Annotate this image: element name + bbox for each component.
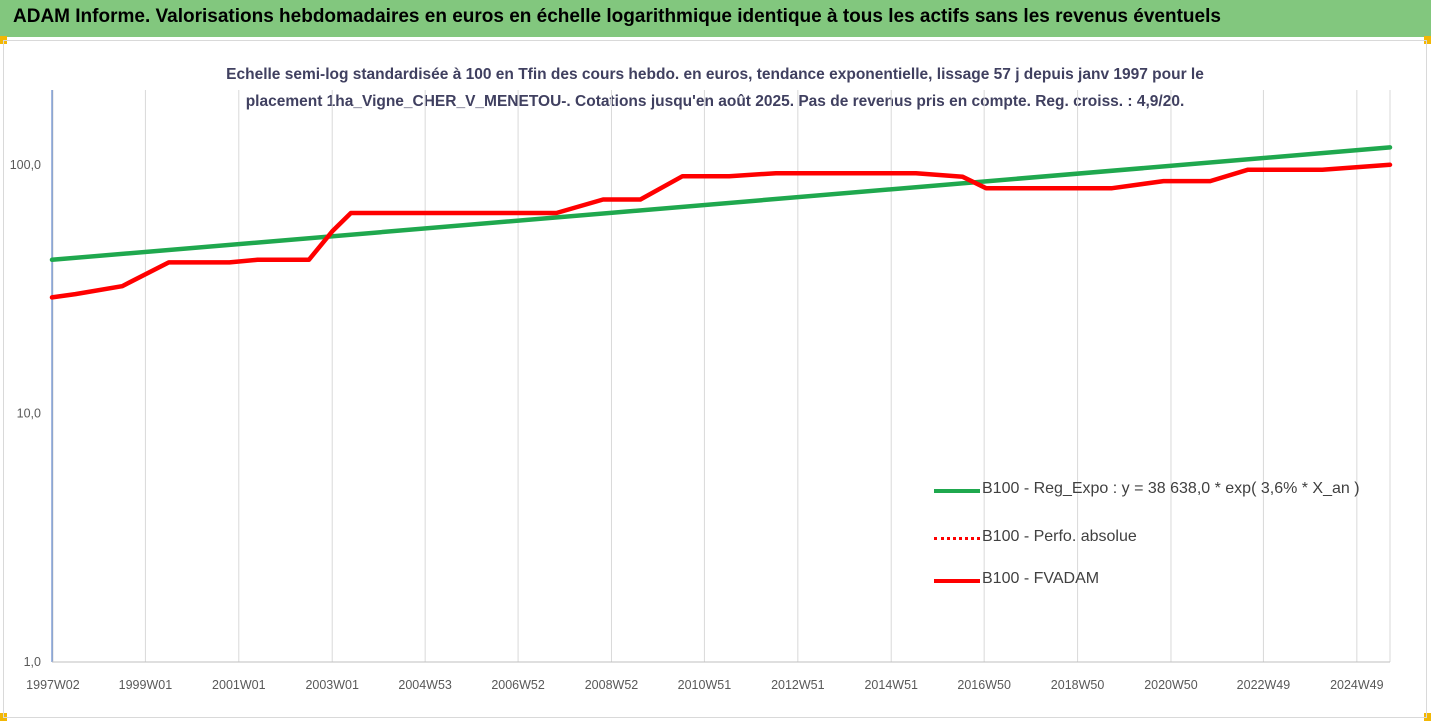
x-tick-label: 2006W52 [491,678,545,692]
legend-label-fvadam: B100 - FVADAM [982,570,1100,587]
x-tick-label: 2018W50 [1051,678,1105,692]
chart-subtitle-line-1: Echelle semi-log standardisée à 100 en T… [226,66,1204,83]
legend-item-reg-expo: B100 - Reg_Expo : y = 38 638,0 * exp( 3,… [932,478,1392,502]
y-tick-label: 10,0 [17,406,41,420]
y-tick-label: 100,0 [10,158,41,172]
legend-item-fvadam: B100 - FVADAM [932,568,1392,592]
x-tick-label: 1997W02 [26,678,80,692]
x-tick-label: 2004W53 [398,678,452,692]
chart-subtitle-line-2: placement 1ha_Vigne_CHER_V_MENETOU-. Cot… [245,93,1185,110]
x-tick-label: 2020W50 [1144,678,1198,692]
corner-accent-bottom-right [1424,713,1431,721]
legend-swatch-perfo-absolue [934,537,980,540]
legend-swatch-fvadam [934,579,980,583]
legend-swatch-reg-expo [934,489,980,493]
corner-accent-top-right [1424,36,1431,44]
x-tick-label: 2008W52 [585,678,639,692]
series-line-fvadam [49,162,1393,300]
x-tick-label: 2012W51 [771,678,825,692]
x-tick-label: 2022W49 [1237,678,1291,692]
title-bar: ADAM Informe. Valorisations hebdomadaire… [0,0,1431,37]
x-tick-label: 2024W49 [1330,678,1384,692]
x-tick-label: 2003W01 [305,678,359,692]
series-layer [49,145,1393,300]
x-tick-label: 2014W51 [864,678,918,692]
x-tick-label: 2016W50 [957,678,1011,692]
axis-layer: 1997W02 1999W01 2001W01 2003W01 2004W53 2006W… [10,90,1390,692]
chart-frame [3,40,1427,718]
grid-layer [52,90,1391,662]
x-tick-label: 2001W01 [212,678,266,692]
x-tick-label: 1999W01 [119,678,173,692]
x-tick-label: 2010W51 [678,678,732,692]
series-line-reg-expo [49,145,1393,263]
page-title: ADAM Informe. Valorisations hebdomadaire… [13,6,1221,27]
y-tick-label: 1,0 [24,655,41,669]
legend-item-perfo-absolue: B100 - Perfo. absolue [932,526,1392,550]
legend-label-reg-expo: B100 - Reg_Expo : y = 38 638,0 * exp( 3,… [982,480,1360,497]
legend-label-perfo-absolue: B100 - Perfo. absolue [982,528,1137,545]
